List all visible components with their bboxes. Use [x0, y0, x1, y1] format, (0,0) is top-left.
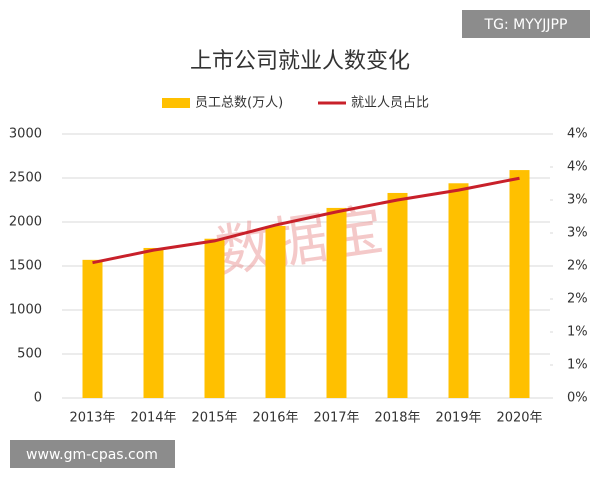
y2-tick-label: 4%	[567, 127, 588, 142]
chart-title: 上市公司就业人数变化	[190, 49, 410, 74]
watermark-box	[10, 440, 175, 468]
y2-tick-label: 4%	[567, 160, 588, 175]
watermark-box	[462, 10, 590, 38]
bar	[143, 247, 164, 398]
watermark: www.gm-cpas.com	[26, 447, 158, 463]
x-tick-label: 2015年	[191, 411, 237, 426]
legend-swatch	[162, 98, 190, 108]
y-tick-label: 2500	[9, 171, 42, 186]
x-tick-label: 2017年	[313, 411, 359, 426]
y-tick-label: 2000	[9, 215, 42, 230]
y-tick-label: 3000	[9, 127, 42, 142]
legend-label: 员工总数(万人)	[195, 96, 283, 111]
bar	[204, 238, 225, 398]
y2-tick-label: 3%	[567, 226, 588, 241]
y2-tick-label: 3%	[567, 193, 588, 208]
x-tick-label: 2014年	[130, 411, 176, 426]
bar	[265, 225, 286, 398]
legend-label: 就业人员占比	[351, 96, 429, 111]
x-tick-label: 2020年	[496, 411, 542, 426]
bar	[82, 259, 103, 398]
x-tick-label: 2013年	[69, 411, 115, 426]
y-tick-label: 0	[34, 391, 42, 406]
x-tick-label: 2016年	[252, 411, 298, 426]
y-tick-label: 500	[17, 347, 42, 362]
line	[92, 176, 520, 265]
y-tick-label: 1000	[9, 303, 42, 318]
bar	[387, 192, 408, 398]
x-tick-label: 2019年	[435, 411, 481, 426]
y2-tick-label: 0%	[567, 391, 588, 406]
bar	[509, 170, 530, 398]
y2-tick-label: 2%	[567, 259, 588, 274]
watermark: TG: MYYJJPP	[484, 17, 568, 33]
bar	[326, 207, 347, 398]
y2-tick-label: 2%	[567, 292, 588, 307]
x-tick-label: 2018年	[374, 411, 420, 426]
y-tick-label: 1500	[9, 259, 42, 274]
y2-tick-label: 1%	[567, 325, 588, 340]
y2-tick-label: 1%	[567, 358, 588, 373]
bar	[448, 183, 469, 398]
